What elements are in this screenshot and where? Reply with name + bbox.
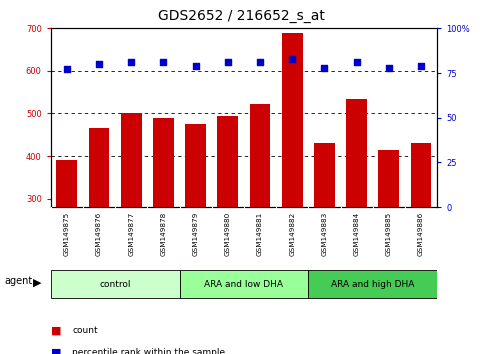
Point	[385, 65, 393, 70]
Point	[288, 56, 296, 62]
Text: GSM149878: GSM149878	[160, 212, 167, 256]
Point	[417, 63, 425, 69]
Point	[224, 59, 232, 65]
Bar	[121, 113, 142, 207]
Text: ARA and high DHA: ARA and high DHA	[331, 280, 414, 289]
Point	[95, 61, 103, 67]
Text: ARA and low DHA: ARA and low DHA	[204, 280, 284, 289]
Bar	[314, 143, 335, 207]
Point	[321, 65, 328, 70]
FancyBboxPatch shape	[180, 270, 308, 298]
Text: ■: ■	[51, 347, 61, 354]
Bar	[185, 124, 206, 207]
Text: GSM149879: GSM149879	[193, 212, 199, 256]
Bar	[378, 150, 399, 207]
Bar	[153, 118, 174, 207]
Point	[128, 59, 135, 65]
Text: GSM149876: GSM149876	[96, 212, 102, 256]
Point	[192, 63, 199, 69]
Bar	[250, 104, 270, 207]
Text: ▶: ▶	[33, 277, 42, 287]
Point	[63, 67, 71, 72]
Text: control: control	[99, 280, 131, 289]
Point	[256, 59, 264, 65]
Text: ■: ■	[51, 326, 61, 336]
Text: count: count	[72, 326, 98, 336]
Bar	[88, 129, 110, 207]
Bar	[217, 116, 238, 207]
Text: GSM149886: GSM149886	[418, 212, 424, 256]
Text: agent: agent	[5, 275, 33, 286]
Bar	[57, 160, 77, 207]
Text: GSM149877: GSM149877	[128, 212, 134, 256]
Text: GSM149875: GSM149875	[64, 212, 70, 256]
Point	[159, 59, 167, 65]
Text: percentile rank within the sample: percentile rank within the sample	[72, 348, 226, 354]
FancyBboxPatch shape	[51, 270, 180, 298]
Text: GSM149881: GSM149881	[257, 212, 263, 256]
Text: GSM149883: GSM149883	[321, 212, 327, 256]
Point	[353, 59, 360, 65]
Bar	[411, 143, 431, 207]
Text: GDS2652 / 216652_s_at: GDS2652 / 216652_s_at	[158, 9, 325, 23]
Text: GSM149885: GSM149885	[386, 212, 392, 256]
Bar	[282, 33, 303, 207]
Text: GSM149880: GSM149880	[225, 212, 231, 256]
Text: GSM149884: GSM149884	[354, 212, 360, 256]
Text: GSM149882: GSM149882	[289, 212, 295, 256]
Bar	[346, 98, 367, 207]
FancyBboxPatch shape	[308, 270, 437, 298]
